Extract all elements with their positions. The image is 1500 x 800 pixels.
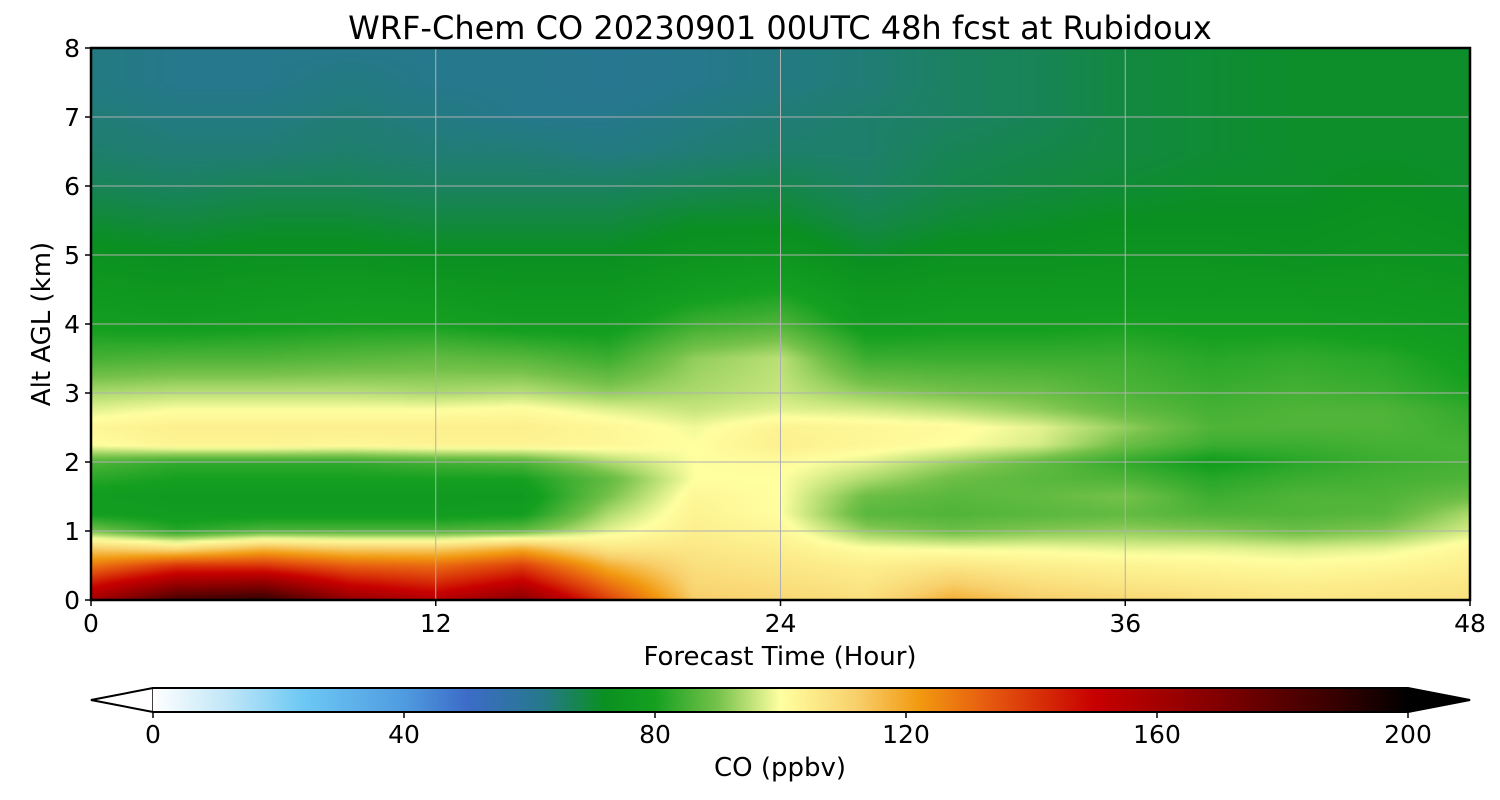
y-tick-label: 2 bbox=[64, 448, 80, 477]
colorbar-tick-label: 160 bbox=[1133, 720, 1181, 749]
x-tick-label: 24 bbox=[765, 609, 797, 638]
colorbar-tick-label: 200 bbox=[1384, 720, 1432, 749]
x-axis-label: Forecast Time (Hour) bbox=[643, 642, 916, 672]
colorbar-tick-label: 80 bbox=[639, 720, 671, 749]
colorbar-low-extension bbox=[90, 687, 154, 713]
colorbar-tick-label: 120 bbox=[882, 720, 930, 749]
y-tick-label: 6 bbox=[64, 172, 80, 201]
colorbar-tick-label: 40 bbox=[388, 720, 420, 749]
y-tick-label: 8 bbox=[64, 34, 80, 63]
y-axis-ticks: 0 1 2 3 4 5 6 7 8 bbox=[64, 34, 91, 615]
colorbar-gradient bbox=[153, 688, 1408, 712]
y-axis-label: Alt AGL (km) bbox=[27, 242, 57, 406]
y-tick-label: 1 bbox=[64, 517, 80, 546]
colorbar-ticks: 0 40 80 120 160 200 bbox=[145, 712, 1432, 749]
x-tick-label: 48 bbox=[1454, 609, 1486, 638]
y-tick-label: 7 bbox=[64, 103, 80, 132]
colorbar-label: CO (ppbv) bbox=[714, 753, 846, 783]
x-tick-label: 0 bbox=[83, 609, 99, 638]
colorbar-tick-label: 0 bbox=[145, 720, 161, 749]
colorbar-high-extension bbox=[1407, 687, 1471, 713]
y-tick-label: 4 bbox=[64, 310, 80, 339]
x-tick-label: 36 bbox=[1109, 609, 1141, 638]
y-tick-label: 3 bbox=[64, 379, 80, 408]
y-tick-label: 0 bbox=[64, 586, 80, 615]
colorbar: 0 40 80 120 160 200 CO (ppbv) bbox=[90, 687, 1471, 783]
y-tick-label: 5 bbox=[64, 241, 80, 270]
chart-title: WRF-Chem CO 20230901 00UTC 48h fcst at R… bbox=[348, 9, 1212, 47]
x-tick-label: 12 bbox=[420, 609, 452, 638]
x-axis-ticks: 0 12 24 36 48 bbox=[83, 600, 1486, 638]
